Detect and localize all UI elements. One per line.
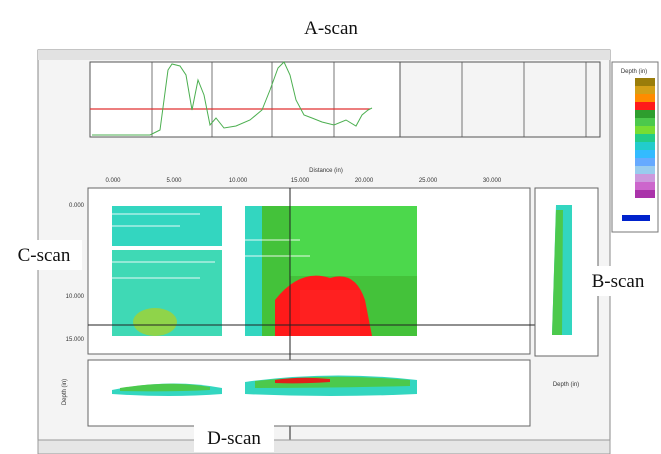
- c-scan-image: [112, 206, 417, 336]
- x-tick-label: 0.000: [105, 178, 121, 184]
- x-axis-title: Distance (in): [309, 168, 343, 174]
- b-scan-label: B-scan: [592, 271, 645, 292]
- y-tick-label: 15.000: [66, 337, 85, 343]
- a-scan-plot: [90, 62, 400, 137]
- x-tick-label: 30.000: [483, 178, 502, 184]
- d-scan-axis-title: Depth (in): [62, 379, 68, 405]
- status-bar: [38, 440, 610, 454]
- screenshot: Depth (in) Distance (in) 0.000 5.000 10.…: [0, 0, 661, 454]
- x-tick-label: 20.000: [355, 178, 374, 184]
- y-tick-label: 10.000: [66, 294, 85, 300]
- d-scan-label: D-scan: [207, 428, 261, 449]
- window-title-bar: [38, 50, 610, 60]
- x-tick-label: 10.000: [229, 178, 248, 184]
- legend-title: Depth (in): [621, 69, 647, 75]
- c-scan-label: C-scan: [18, 245, 71, 266]
- x-tick-label: 5.000: [166, 178, 182, 184]
- y-tick-label: 0.000: [69, 203, 85, 209]
- x-tick-label: 25.000: [419, 178, 438, 184]
- x-tick-label: 15.000: [291, 178, 310, 184]
- b-scan-axis-title: Depth (in): [553, 382, 579, 388]
- a-scan-label: A-scan: [304, 18, 358, 39]
